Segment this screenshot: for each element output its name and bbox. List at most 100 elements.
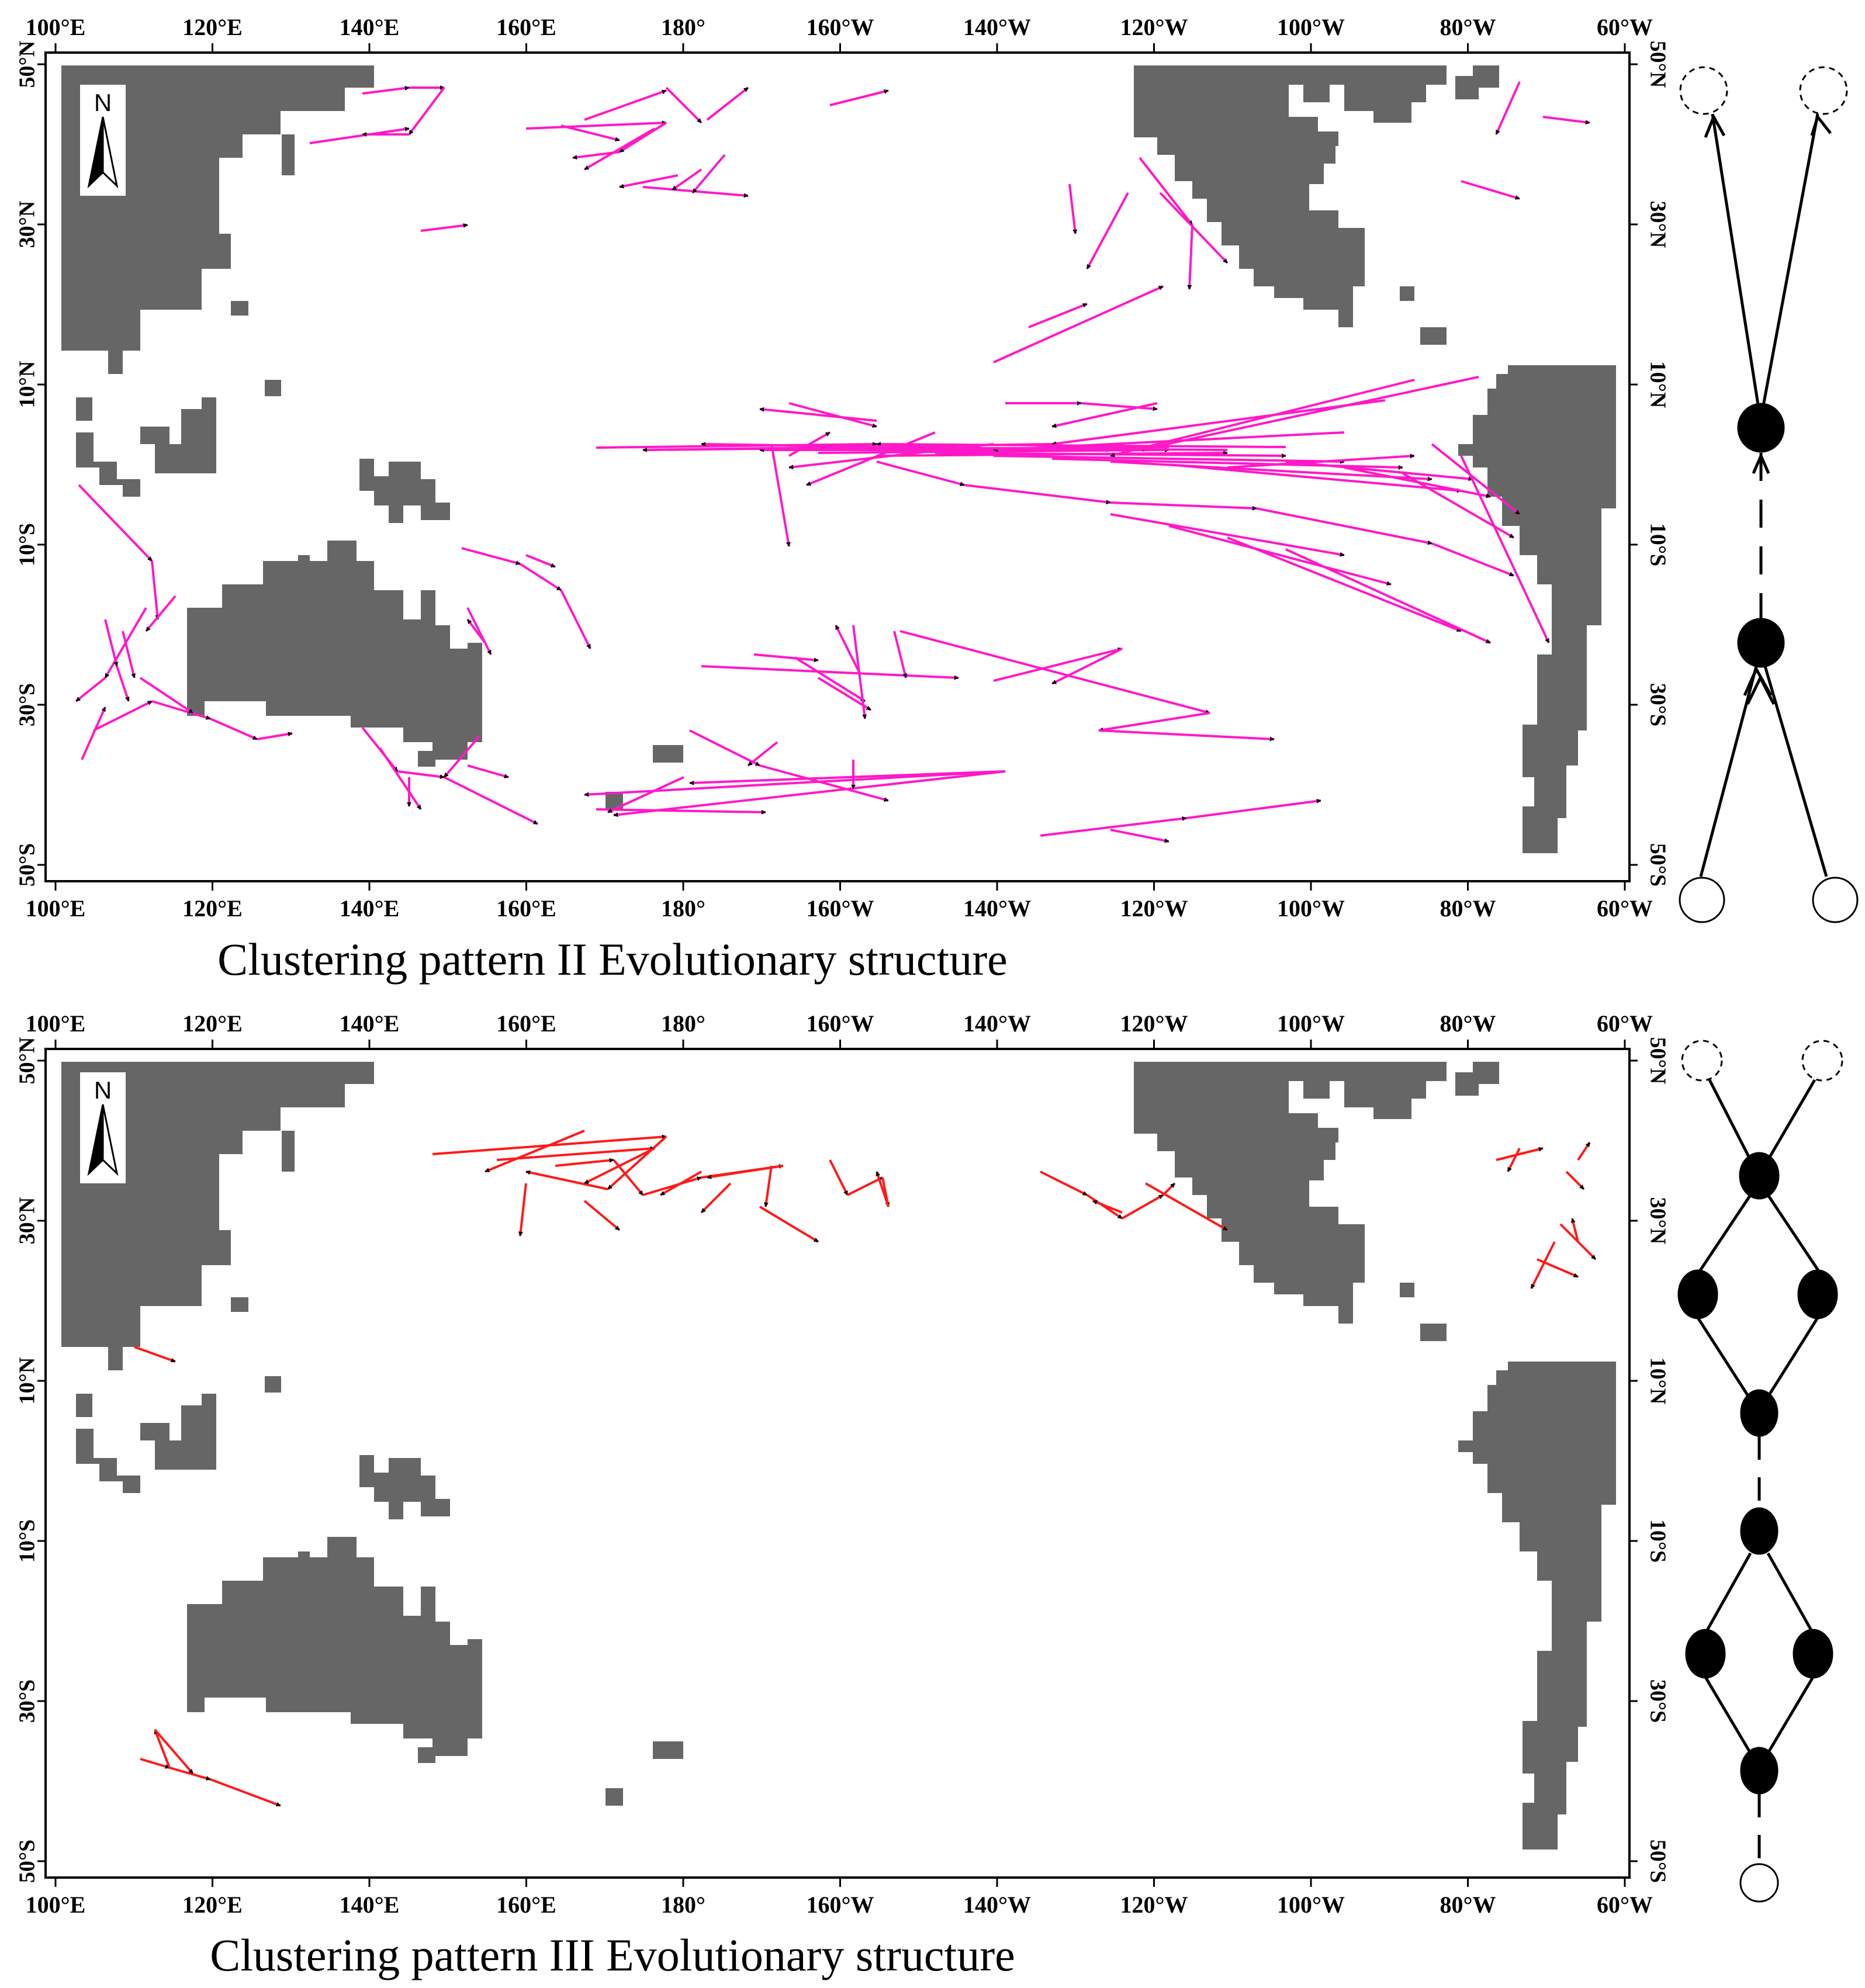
track-segment <box>1256 507 1433 545</box>
x-tick-label-top: 120°E <box>182 14 243 40</box>
track-segment <box>1570 1218 1579 1242</box>
x-tick-label-top: 160°W <box>807 14 874 40</box>
track-segment <box>1122 1194 1164 1220</box>
track-segment <box>691 154 726 194</box>
x-tick-label-top: 100°E <box>26 14 86 40</box>
x-tick-label-top: 160°E <box>496 1010 556 1037</box>
track-segment <box>1098 729 1275 742</box>
track-segment <box>1496 1147 1544 1161</box>
track-segment <box>362 85 410 95</box>
track-segment <box>1086 192 1129 269</box>
map-axes: 100°E 100°E 120°E 120°E 140°E 140°E 160°E 160°E… <box>15 1010 1670 1918</box>
track-segment <box>1110 513 1345 557</box>
track-segment <box>671 168 703 191</box>
x-tick-label-bottom: 160°W <box>807 895 874 922</box>
y-tick-label-left: 50°N <box>15 1037 40 1085</box>
track-segment <box>397 770 445 780</box>
track-segment <box>1040 1170 1088 1196</box>
x-tick-label-top: 180° <box>661 14 705 40</box>
track-segment <box>596 442 877 449</box>
x-tick-label-top: 120°E <box>182 1010 243 1037</box>
track-segment <box>642 1176 702 1196</box>
track-segment <box>1168 463 1462 493</box>
track-segment <box>794 656 866 702</box>
track-segment <box>964 484 1111 505</box>
cluster-node <box>1737 618 1785 668</box>
x-tick-label-top: 140°W <box>963 14 1031 40</box>
track-segment <box>607 1135 667 1190</box>
track-segment <box>583 1200 621 1231</box>
initial-node-dashed <box>1679 66 1728 115</box>
track-segment <box>1461 180 1520 200</box>
track-segment <box>1159 192 1229 264</box>
track-segment <box>583 127 656 171</box>
track-segment <box>607 776 684 813</box>
track-segment <box>116 666 130 702</box>
cluster-node <box>1677 1269 1718 1319</box>
track-segment <box>1092 1200 1123 1214</box>
x-tick-label-top: 60°W <box>1597 14 1653 40</box>
x-tick-label-top: 100°W <box>1277 1010 1345 1037</box>
y-tick-label-right: 10°S <box>1645 1519 1670 1563</box>
track-segment <box>1495 81 1521 135</box>
track-segment <box>788 443 994 470</box>
track-segment <box>1507 1148 1521 1172</box>
map-axes: 100°E 100°E 120°E 120°E 140°E 140°E 160°E 160°E… <box>15 14 1670 922</box>
track-segment <box>93 700 153 732</box>
evolutionary-structure-diagram <box>1679 66 1859 923</box>
track-segment <box>665 86 703 124</box>
north-arrow: N <box>80 85 126 196</box>
x-tick-label-bottom: 160°E <box>496 895 556 922</box>
track-segment <box>876 460 965 487</box>
track-segment <box>210 1778 281 1807</box>
track-segment <box>1051 647 1123 685</box>
track-segment <box>893 631 908 678</box>
initial-node-dashed <box>1801 1040 1843 1082</box>
track-segment <box>613 770 1006 818</box>
x-tick-label-bottom: 60°W <box>1597 1892 1653 1918</box>
track-segment <box>1110 379 1415 458</box>
x-tick-label-top: 60°W <box>1597 1010 1653 1037</box>
y-tick-label-left: 30°N <box>15 1197 40 1245</box>
track-segment <box>1227 453 1415 469</box>
track-segment <box>134 1346 176 1363</box>
panel-caption: Clustering pattern II Evolutionary struc… <box>217 934 1008 985</box>
track-segment <box>806 431 936 486</box>
map-panel-pattern-ii: 100°E 100°E 120°E 120°E 140°E 140°E 160°E 160°E… <box>15 14 1859 985</box>
track-segment <box>770 444 791 547</box>
track-segment <box>496 1146 655 1161</box>
track-segment <box>993 455 1345 464</box>
track-segment <box>485 1130 585 1173</box>
north-label: N <box>94 1076 112 1104</box>
track-segment <box>1051 399 1386 446</box>
track-segment <box>788 431 831 457</box>
x-tick-label-top: 140°E <box>340 1010 400 1037</box>
track-segment <box>104 619 119 667</box>
panel-caption: Clustering pattern III Evolutionary stru… <box>210 1930 1015 1980</box>
x-tick-label-bottom: 80°W <box>1440 1892 1496 1918</box>
x-tick-label-bottom: 160°W <box>807 1892 874 1918</box>
y-tick-label-left: 10°N <box>15 361 40 408</box>
track-segment <box>461 547 521 565</box>
track-segment <box>852 625 867 719</box>
x-tick-label-bottom: 60°W <box>1597 895 1653 922</box>
track-segment <box>1145 1182 1228 1231</box>
track-segment <box>1227 536 1462 632</box>
y-tick-label-left: 30°N <box>15 201 40 248</box>
track-segment <box>151 700 211 720</box>
evolutionary-structure-diagram <box>1677 1040 1843 1903</box>
cluster-node <box>1685 1629 1726 1679</box>
track-segment <box>154 1729 194 1775</box>
track-segment <box>1530 1241 1556 1289</box>
x-tick-label-bottom: 140°E <box>340 1892 400 1918</box>
track-segment <box>1285 548 1491 644</box>
track-segment <box>210 718 258 740</box>
x-tick-label-bottom: 80°W <box>1440 895 1496 922</box>
track-segment <box>1040 816 1187 837</box>
track-segment <box>140 1758 170 1769</box>
track-segment <box>145 595 177 632</box>
track-segment <box>1098 712 1210 732</box>
track-segment <box>788 402 877 428</box>
track-segment <box>519 563 562 591</box>
